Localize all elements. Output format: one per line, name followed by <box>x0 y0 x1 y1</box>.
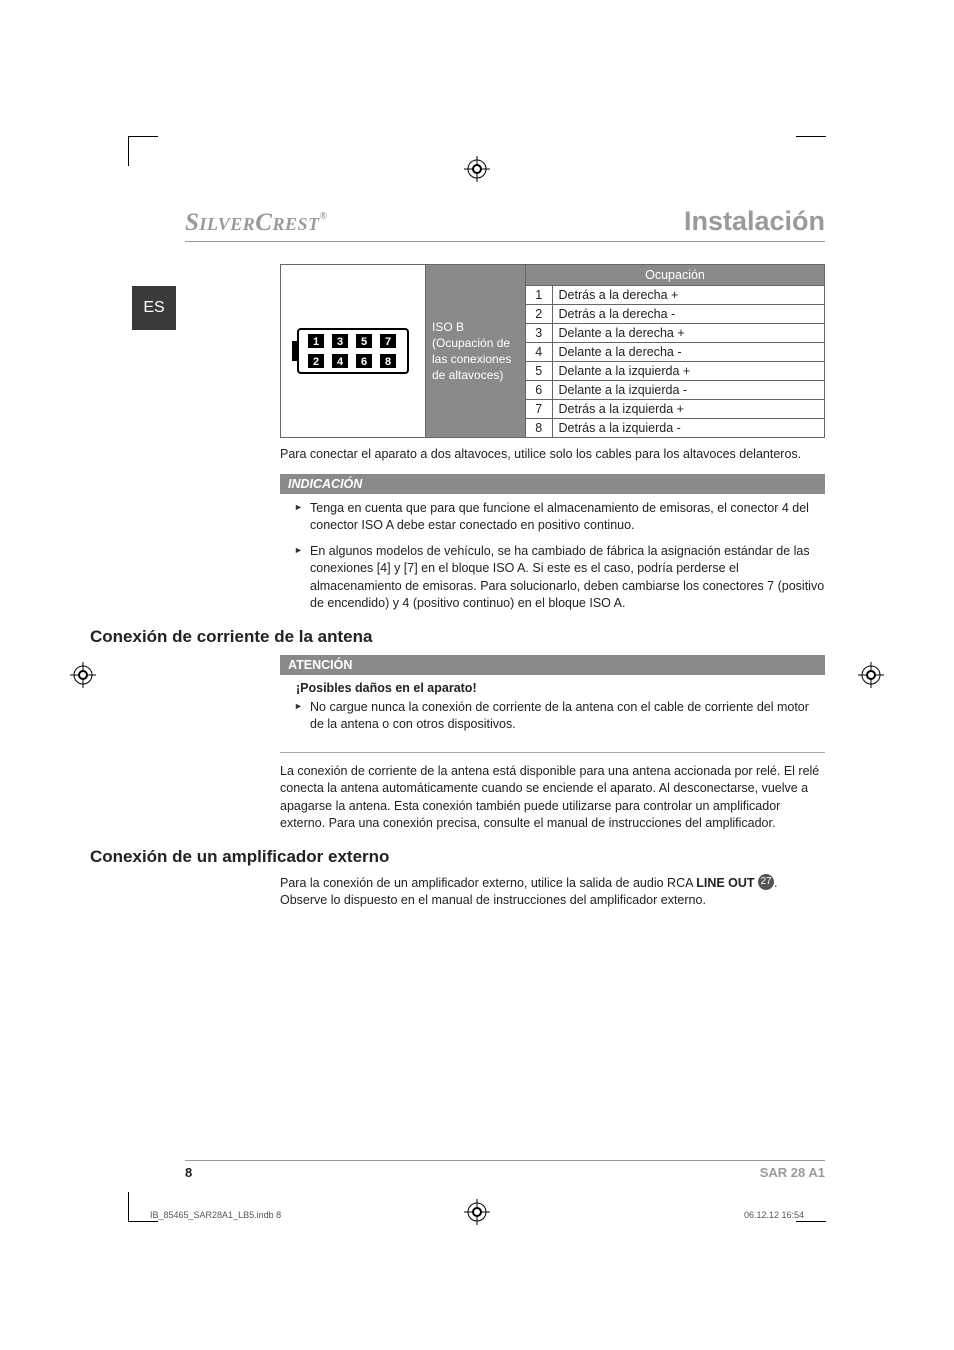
pin-number: 8 <box>526 419 552 438</box>
table-row: 4Delante a la derecha - <box>526 343 824 362</box>
brand-logo: SilverCrest® <box>185 209 327 237</box>
pin-number: 4 <box>526 343 552 362</box>
page-title: Instalación <box>684 206 825 237</box>
iso-label-line2: (Ocupación de las conexiones de altavoce… <box>432 336 511 382</box>
svg-text:3: 3 <box>337 336 343 348</box>
note-header: INDICACIÓN <box>280 474 825 494</box>
iso-pins-list: Ocupación 1Detrás a la derecha +2Detrás … <box>526 265 824 437</box>
pin-label: Delante a la izquierda - <box>552 381 824 400</box>
pin-label: Detrás a la derecha + <box>552 286 824 305</box>
registration-mark-icon <box>858 662 884 688</box>
table-row: 5Delante a la izquierda + <box>526 362 824 381</box>
table-row: 6Delante a la izquierda - <box>526 381 824 400</box>
crop-mark <box>128 136 158 166</box>
table-row: 8Detrás a la izquierda - <box>526 419 824 438</box>
iso-pins-header: Ocupación <box>526 265 824 286</box>
pin-label: Detrás a la izquierda + <box>552 400 824 419</box>
crop-mark <box>796 136 826 137</box>
brand-part2: Crest <box>255 209 319 236</box>
iso-label: ISO B (Ocupación de las conexiones de al… <box>426 265 526 437</box>
warning-item: No cargue nunca la conexión de corriente… <box>296 699 825 734</box>
warning-list: No cargue nunca la conexión de corriente… <box>280 699 825 734</box>
crop-mark <box>796 1221 826 1222</box>
warning-box: ATENCIÓN ¡Posibles daños en el aparato! … <box>280 655 825 753</box>
page-content: SilverCrest® Instalación ES 13572468 ISO… <box>185 206 825 920</box>
warning-header: ATENCIÓN <box>280 655 825 675</box>
print-timestamp: 06.12.12 16:54 <box>744 1210 804 1220</box>
pin-number: 3 <box>526 324 552 343</box>
svg-text:4: 4 <box>337 356 344 368</box>
svg-text:8: 8 <box>385 356 391 368</box>
antenna-para: La conexión de corriente de la antena es… <box>280 763 825 833</box>
iso-connector-table: 1 3 5 7 2 4 6 8 ISO B (Ocupación de las conexio… <box>280 264 825 438</box>
pin-number: 5 <box>526 362 552 381</box>
table-row: 3Delante a la derecha + <box>526 324 824 343</box>
table-row: 2Detrás a la derecha - <box>526 305 824 324</box>
pin-number: 2 <box>526 305 552 324</box>
model-label: SAR 28 A1 <box>760 1165 825 1180</box>
registration-mark-icon <box>464 156 490 182</box>
lineout-label: LINE OUT <box>696 875 754 893</box>
iso-label-line1: ISO B <box>432 320 464 334</box>
reference-number-icon: 27 <box>758 874 774 890</box>
svg-text:2: 2 <box>313 356 319 368</box>
registered-icon: ® <box>319 211 327 222</box>
section-title-amplifier: Conexión de un amplificador externo <box>90 847 825 867</box>
page-footer: 8 SAR 28 A1 <box>185 1160 825 1180</box>
pin-number: 7 <box>526 400 552 419</box>
pin-number: 6 <box>526 381 552 400</box>
page-number: 8 <box>185 1165 192 1180</box>
svg-text:1: 1 <box>313 336 319 348</box>
page-header: SilverCrest® Instalación <box>185 206 825 242</box>
language-tab: ES <box>132 286 176 330</box>
print-file: IB_85465_SAR28A1_LB5.indb 8 <box>150 1210 281 1220</box>
svg-text:6: 6 <box>361 356 367 368</box>
brand-part1: Silver <box>185 209 255 236</box>
note-list: Tenga en cuenta que para que funcione el… <box>280 500 825 613</box>
pin-label: Delante a la izquierda + <box>552 362 824 381</box>
para-after-table: Para conectar el aparato a dos altavoces… <box>280 446 825 464</box>
table-row: 1Detrás a la derecha + <box>526 286 824 305</box>
table-row: 7Detrás a la izquierda + <box>526 400 824 419</box>
svg-text:5: 5 <box>361 336 367 348</box>
note-item: En algunos modelos de vehículo, se ha ca… <box>296 543 825 613</box>
pin-label: Delante a la derecha - <box>552 343 824 362</box>
pin-label: Detrás a la derecha - <box>552 305 824 324</box>
section-title-antenna: Conexión de corriente de la antena <box>90 627 825 647</box>
pin-label: Detrás a la izquierda - <box>552 419 824 438</box>
iso-pins-table: 1Detrás a la derecha +2Detrás a la derec… <box>526 286 824 437</box>
connector-icon: 1 3 5 7 2 4 6 8 <box>288 321 418 381</box>
print-footer: IB_85465_SAR28A1_LB5.indb 8 06.12.12 16:… <box>150 1210 804 1220</box>
iso-connector-diagram: 1 3 5 7 2 4 6 8 <box>281 265 426 437</box>
pin-label: Delante a la derecha + <box>552 324 824 343</box>
registration-mark-icon <box>70 662 96 688</box>
svg-text:7: 7 <box>385 336 391 348</box>
warning-subtitle: ¡Posibles daños en el aparato! <box>296 681 825 695</box>
amp-text-before: Para la conexión de un amplificador exte… <box>280 876 696 890</box>
amplifier-para: Para la conexión de un amplificador exte… <box>280 875 825 910</box>
pin-number: 1 <box>526 286 552 305</box>
content-column: 1 3 5 7 2 4 6 8 ISO B (Ocupación de las conexio… <box>280 264 825 613</box>
note-item: Tenga en cuenta que para que funcione el… <box>296 500 825 535</box>
